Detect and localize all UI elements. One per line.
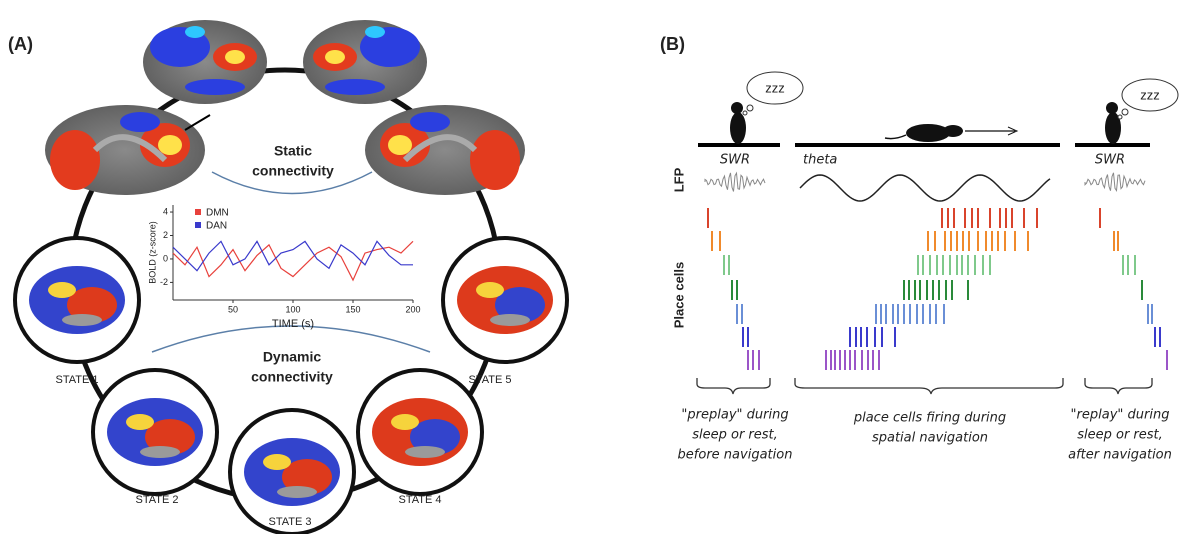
dynamic-label: connectivity	[251, 369, 333, 385]
brain-patch	[391, 414, 419, 430]
spike-raster	[708, 208, 1167, 370]
caption: "preplay" during	[681, 408, 788, 423]
panel-label: (B)	[660, 34, 685, 54]
brackets	[697, 378, 1152, 394]
place-cells-label: Place cells	[671, 262, 686, 329]
brain-patch	[405, 446, 445, 458]
swr-trace	[1085, 173, 1145, 191]
legend-swatch	[195, 222, 201, 228]
x-tick-label: 150	[345, 304, 360, 314]
panel-label: (A)	[8, 34, 33, 54]
x-tick-label: 50	[228, 304, 238, 314]
y-tick-label: 2	[163, 230, 168, 240]
brain-patch	[126, 414, 154, 430]
brain-patch	[62, 314, 102, 326]
dynamic-label: Dynamic	[263, 349, 322, 365]
brain-patch	[48, 282, 76, 298]
rats	[730, 102, 1121, 144]
legend-swatch	[195, 209, 201, 215]
caption: before navigation	[678, 448, 793, 463]
zzz: zzz	[765, 80, 785, 95]
brain-patch	[263, 454, 291, 470]
state-label: STATE 5	[469, 374, 512, 386]
swr-trace	[705, 173, 765, 192]
state-label: STATE 1	[56, 374, 99, 386]
swr-label: SWR	[720, 153, 750, 168]
y-tick-label: 0	[163, 253, 168, 263]
caption: place cells firing during	[853, 411, 1006, 426]
y-tick-label: 4	[163, 206, 168, 216]
theta-wave	[800, 175, 1050, 201]
inset-chart: -2 0 2 4 50 100 150 200 TIME (s) BOLD (z-score) DM…	[147, 205, 420, 330]
brain-patch	[490, 314, 530, 326]
theta-label: theta	[803, 153, 837, 168]
y-axis-label: BOLD (z-score)	[147, 221, 157, 284]
x-axis-label: TIME (s)	[272, 318, 314, 330]
lfp-label: LFP	[671, 167, 686, 192]
brain-patch	[140, 446, 180, 458]
lfp-traces	[705, 173, 1145, 201]
x-tick-label: 200	[405, 304, 420, 314]
caption: sleep or rest,	[1077, 428, 1163, 443]
legend-label: DMN	[206, 208, 229, 219]
zzz: zzz	[1140, 87, 1160, 102]
x-tick-label: 100	[285, 304, 300, 314]
y-tick-label: -2	[160, 277, 168, 287]
static-label: Static	[274, 143, 312, 159]
figure: (A) Static connectivity Dynamic connecti…	[0, 0, 1194, 534]
state-label: STATE 2	[136, 494, 179, 506]
brain-patch	[277, 486, 317, 498]
caption: "replay" during	[1071, 408, 1170, 423]
state-label: STATE 3	[269, 516, 312, 528]
brain-patch	[476, 282, 504, 298]
static-label: connectivity	[252, 163, 334, 179]
legend-label: DAN	[206, 221, 227, 232]
caption: after navigation	[1068, 448, 1172, 463]
caption: sleep or rest,	[692, 428, 778, 443]
caption: spatial navigation	[872, 431, 988, 446]
state-label: STATE 4	[399, 494, 442, 506]
swr-label: SWR	[1095, 153, 1125, 168]
